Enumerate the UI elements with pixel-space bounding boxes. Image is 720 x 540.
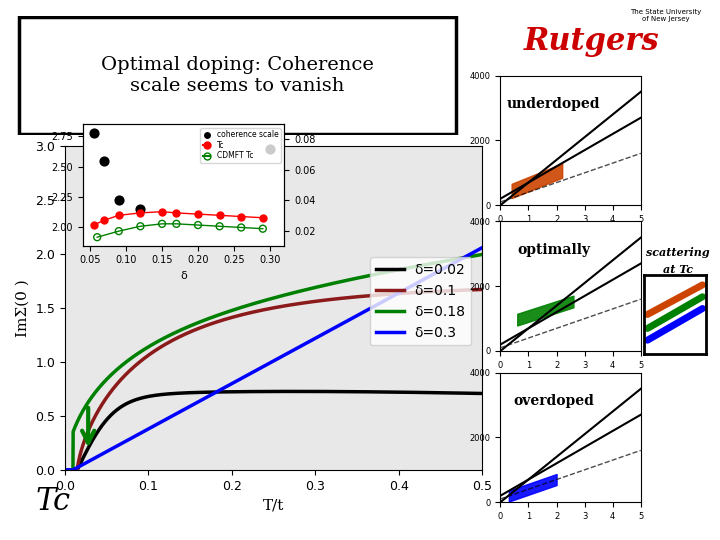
Point (99, 216, 110, 225)
δ=0.18 (264, 296, 272, 303)
Point (113, 227, 125, 235)
X-axis label: δ: δ (180, 271, 187, 281)
X-axis label: T/t: T/t (263, 498, 284, 512)
Text: underdoped: underdoped (507, 97, 600, 111)
δ=0.3 (253, 367, 261, 373)
Point (135, 222, 146, 231)
δ=0.18 (82, 402, 91, 409)
Line: δ=0.1: δ=0.1 (65, 289, 482, 470)
Point (235, 223, 247, 232)
δ=0.18 (466, 253, 474, 260)
δ=0.1 (466, 287, 474, 293)
δ=0.02 (478, 390, 487, 397)
Point (257, 213, 269, 222)
δ=0.02 (390, 389, 398, 395)
Y-axis label: ImΣ(0 ): ImΣ(0 ) (16, 279, 30, 336)
Point (171, 220, 182, 228)
δ=0.18 (60, 467, 69, 473)
δ=0.02 (466, 390, 474, 396)
Point (264, 144, 276, 153)
δ=0.3 (466, 251, 474, 258)
Text: Rutgers: Rutgers (523, 25, 659, 57)
Point (156, 220, 168, 228)
Text: Optimal doping: Coherence
scale seems to vanish: Optimal doping: Coherence scale seems to… (102, 56, 374, 95)
δ=0.3 (390, 293, 398, 299)
δ=0.18 (478, 251, 487, 258)
δ=0.18 (466, 253, 474, 260)
δ=0.18 (390, 267, 398, 274)
Line: δ=0.02: δ=0.02 (65, 392, 482, 470)
Point (135, 205, 146, 213)
Point (99, 156, 110, 165)
Point (257, 225, 269, 233)
δ=0.02 (466, 390, 474, 396)
δ=0.18 (253, 300, 261, 306)
δ=0.3 (82, 460, 91, 466)
δ=0.3 (478, 244, 487, 251)
Text: overdoped: overdoped (513, 394, 594, 408)
Line: δ=0.18: δ=0.18 (65, 254, 482, 470)
δ=0.3 (264, 361, 272, 367)
Text: at Tc: at Tc (663, 264, 693, 275)
Point (88, 221, 99, 230)
Point (156, 207, 168, 216)
Point (235, 212, 247, 221)
δ=0.02 (264, 388, 272, 395)
Point (214, 222, 225, 231)
Point (171, 208, 182, 217)
δ=0.1 (390, 291, 398, 297)
Legend: coherence scale, Tc, CDMFT Tc: coherence scale, Tc, CDMFT Tc (200, 128, 281, 163)
Point (113, 195, 125, 204)
Text: Tc: Tc (36, 487, 71, 517)
Line: δ=0.3: δ=0.3 (65, 247, 482, 470)
δ=0.3 (466, 251, 474, 258)
FancyBboxPatch shape (19, 17, 456, 134)
δ=0.1 (60, 467, 69, 473)
Point (192, 210, 204, 218)
Point (91, 233, 103, 241)
Point (113, 211, 125, 220)
δ=0.02 (253, 388, 261, 395)
δ=0.02 (60, 467, 69, 473)
Text: scattering: scattering (647, 247, 710, 259)
δ=0.1 (466, 287, 474, 293)
δ=0.1 (82, 433, 91, 440)
Point (135, 208, 146, 217)
δ=0.3 (60, 467, 69, 473)
δ=0.02 (82, 449, 91, 455)
Point (88, 129, 99, 137)
δ=0.1 (264, 306, 272, 312)
Point (192, 221, 204, 230)
δ=0.1 (478, 286, 487, 293)
Legend: δ=0.02, δ=0.1, δ=0.18, δ=0.3: δ=0.02, δ=0.1, δ=0.18, δ=0.3 (370, 258, 472, 345)
Text: optimally: optimally (517, 243, 590, 257)
δ=0.02 (289, 388, 297, 395)
δ=0.1 (253, 308, 261, 314)
Text: The State University
of New Jersey: The State University of New Jersey (630, 9, 701, 22)
Point (214, 211, 225, 220)
